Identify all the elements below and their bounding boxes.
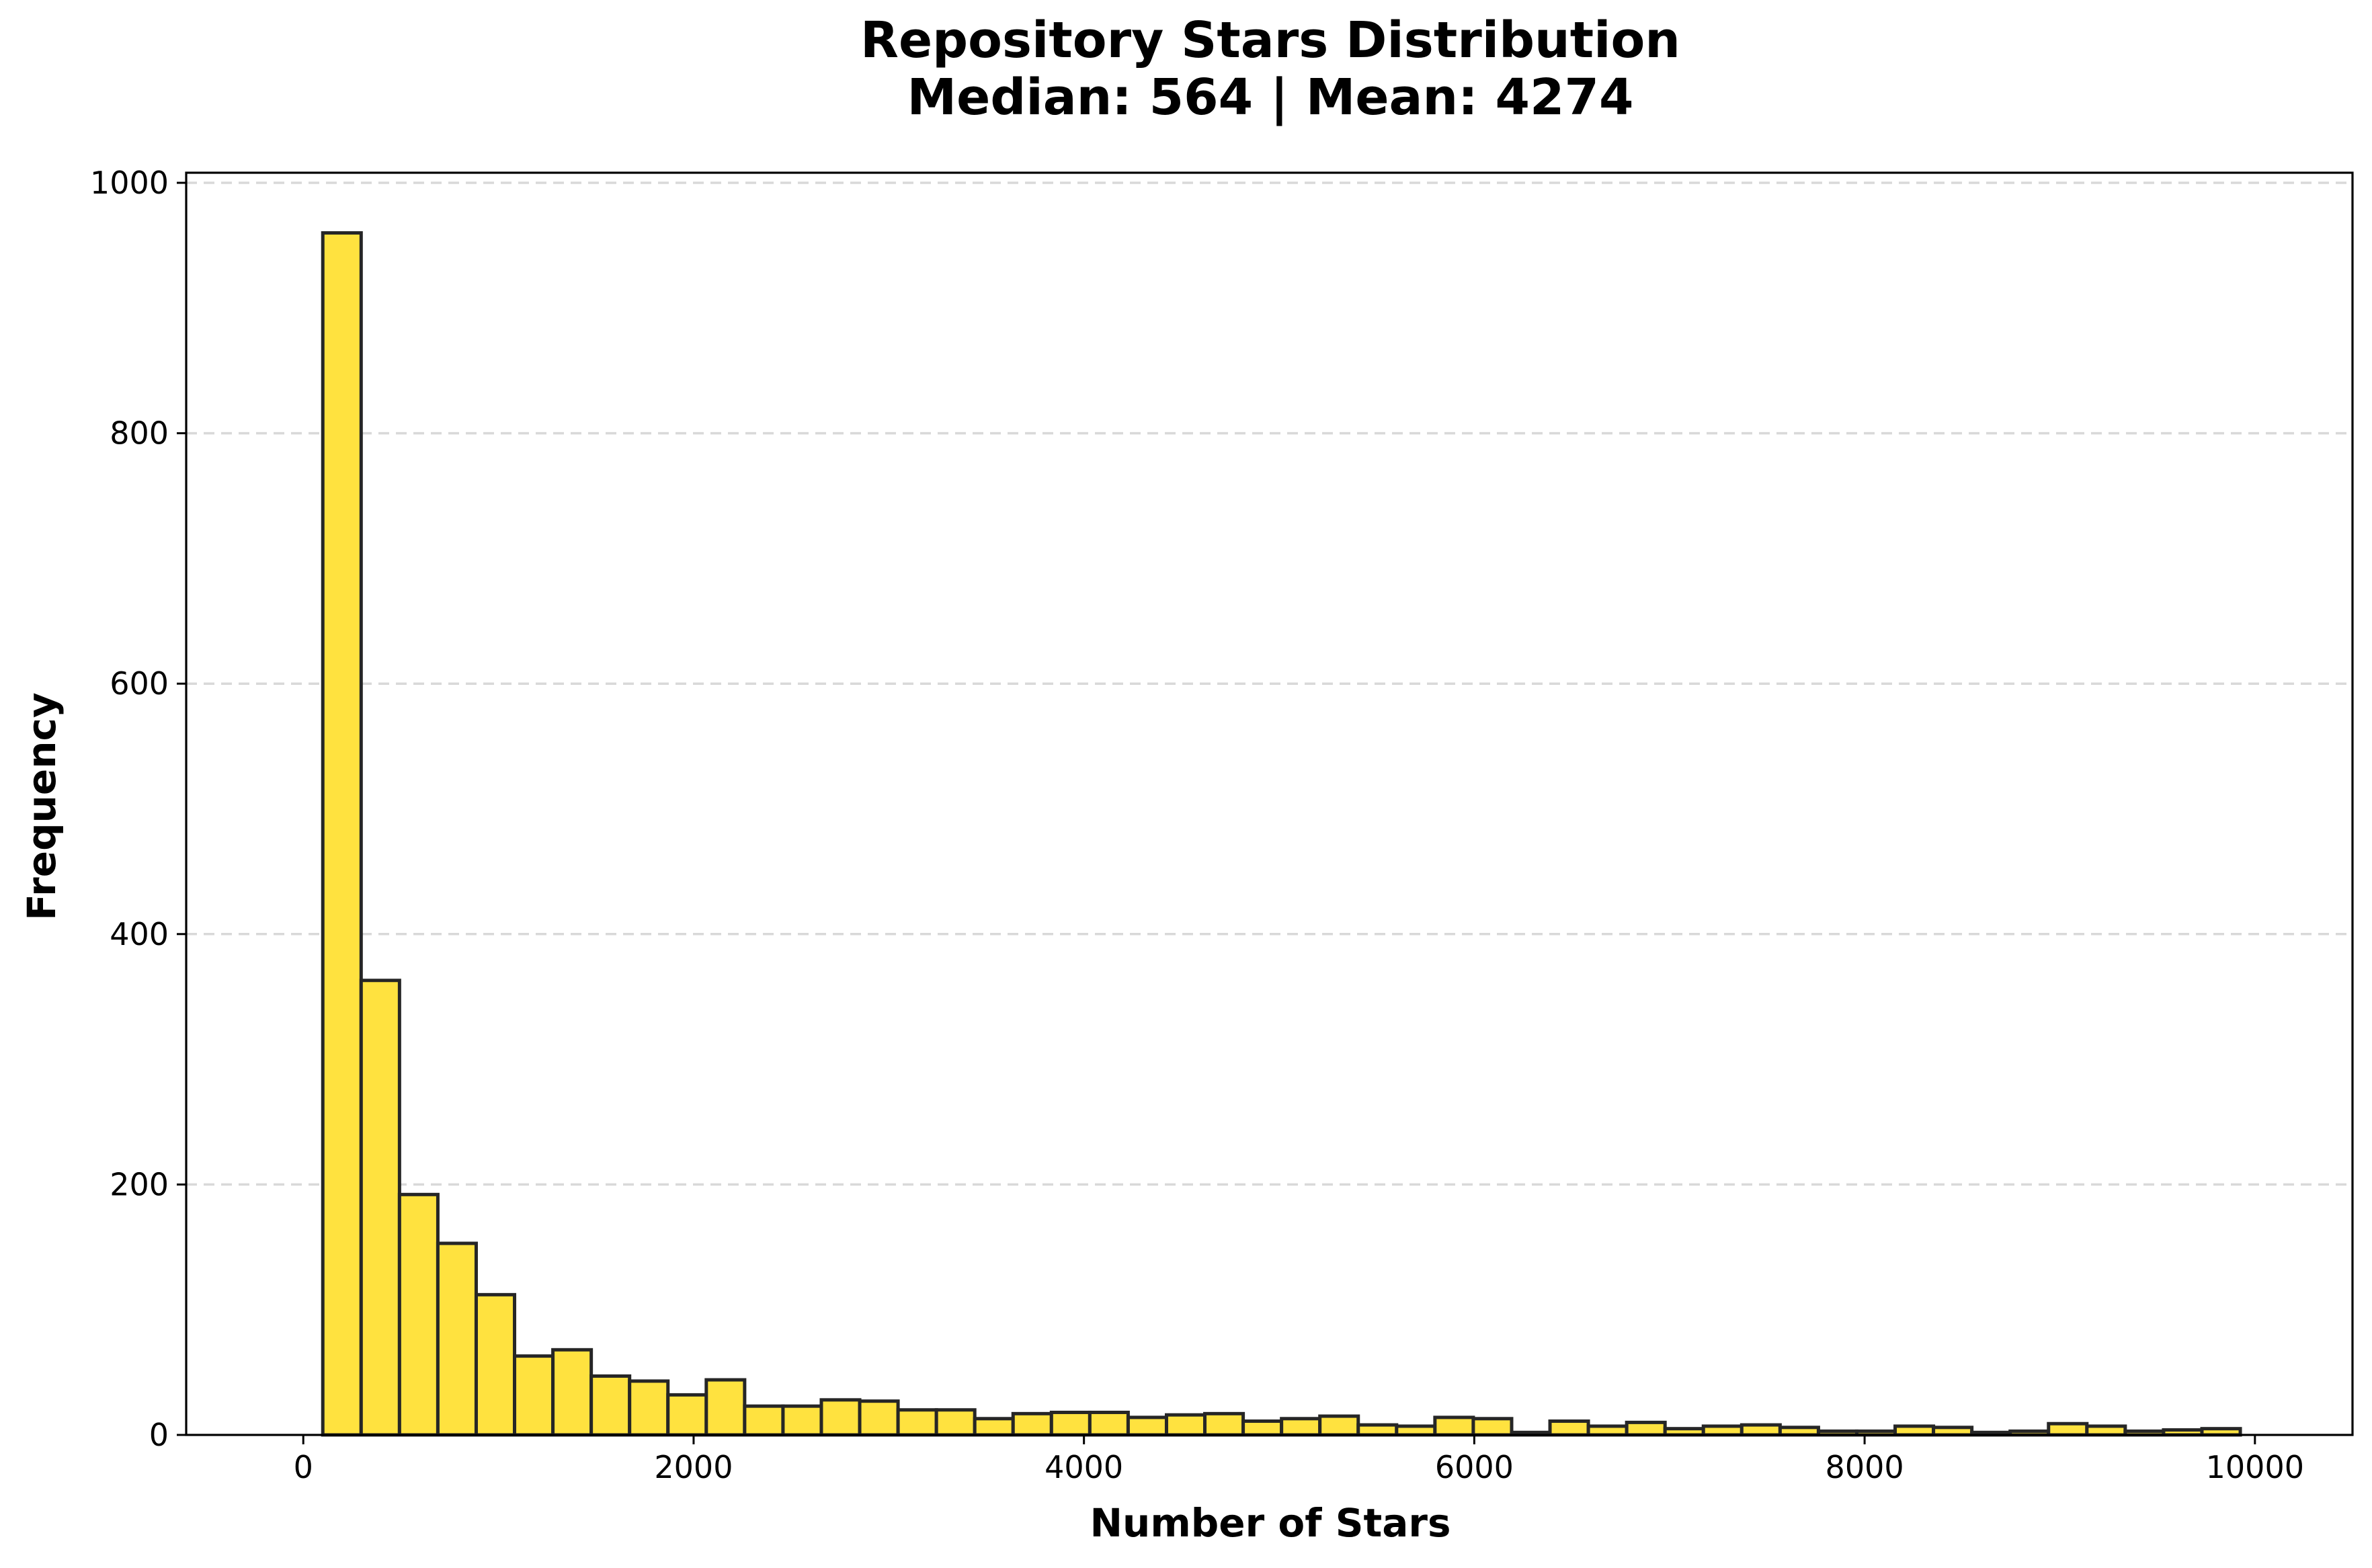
histogram-bar-17 (934, 1408, 977, 1437)
chart-title: Repository Stars Distribution (860, 11, 1680, 69)
histogram-bar-26 (1280, 1417, 1322, 1437)
histogram-bar-38 (1740, 1423, 1782, 1437)
histogram-bar-6 (513, 1354, 555, 1437)
histogram-bar-46 (2047, 1421, 2089, 1437)
histogram-bar-23 (1164, 1413, 1207, 1437)
histogram-bar-28 (1356, 1423, 1399, 1437)
ticks-layer: 0 2000 4000 6000 8000 10000 0 200 400 600 800 1000 (90, 165, 2304, 1485)
x-tick-label-6000: 6000 (1435, 1449, 1514, 1485)
x-tick-label-10000: 10000 (2206, 1449, 2304, 1485)
histogram-bar-27 (1318, 1414, 1360, 1437)
histogram-bar-35 (1625, 1420, 1667, 1437)
y-tick-label-400: 400 (110, 916, 169, 952)
plot-area-frame (185, 171, 2354, 1436)
histogram-bar-37 (1701, 1424, 1744, 1437)
histogram-bar-13 (781, 1404, 823, 1437)
y-axis-label: Frequency (19, 692, 65, 920)
histogram-bar-18 (973, 1417, 1015, 1437)
y-tick-label-200: 200 (110, 1166, 169, 1202)
histogram-bar-29 (1395, 1424, 1437, 1437)
chart-subtitle: Median: 564 | Mean: 4274 (907, 69, 1634, 126)
histogram-bar-33 (1548, 1419, 1590, 1437)
histogram-bar-20 (1049, 1410, 1092, 1437)
histogram-bar-30 (1433, 1415, 1475, 1437)
histogram-bar-43 (1932, 1426, 1974, 1437)
histogram-bar-31 (1471, 1417, 1514, 1437)
x-tick-label-8000: 8000 (1826, 1449, 1904, 1485)
histogram-bar-5 (474, 1292, 517, 1437)
histogram-bar-42 (1893, 1424, 1936, 1437)
histogram-bar-12 (743, 1404, 785, 1437)
x-axis-label: Number of Stars (1090, 1500, 1451, 1546)
grid-layer (186, 181, 2353, 1186)
histogram-bar-24 (1203, 1411, 1245, 1437)
histogram-bar-8 (589, 1374, 632, 1437)
histogram-bar-19 (1011, 1411, 1053, 1437)
bars-layer (321, 231, 2242, 1437)
histogram-bar-25 (1241, 1419, 1284, 1437)
y-tick-label-600: 600 (110, 665, 169, 702)
y-tick-label-800: 800 (110, 415, 169, 452)
histogram-bar-10 (666, 1393, 708, 1437)
histogram-bar-7 (551, 1348, 594, 1437)
x-tick-label-4000: 4000 (1045, 1449, 1123, 1485)
histogram-bar-34 (1586, 1424, 1629, 1437)
histogram-bar-4 (436, 1241, 478, 1437)
histogram-bar-22 (1126, 1415, 1168, 1437)
y-tick-label-1000: 1000 (90, 165, 169, 201)
histogram-bar-39 (1778, 1426, 1820, 1437)
histogram-bar-1 (321, 231, 363, 1437)
histogram-bar-3 (397, 1192, 440, 1437)
histogram-bar-9 (628, 1379, 670, 1437)
histogram-bar-11 (704, 1378, 747, 1437)
x-tick-label-2000: 2000 (654, 1449, 733, 1485)
x-tick-label-0: 0 (294, 1449, 313, 1485)
histogram-bar-21 (1088, 1410, 1130, 1437)
histogram-bar-16 (896, 1408, 938, 1437)
histogram-bar-2 (359, 979, 401, 1437)
histogram-bar-47 (2085, 1424, 2127, 1437)
y-tick-label-0: 0 (149, 1417, 169, 1453)
histogram-bar-14 (819, 1398, 862, 1437)
histogram-bar-15 (858, 1399, 900, 1437)
